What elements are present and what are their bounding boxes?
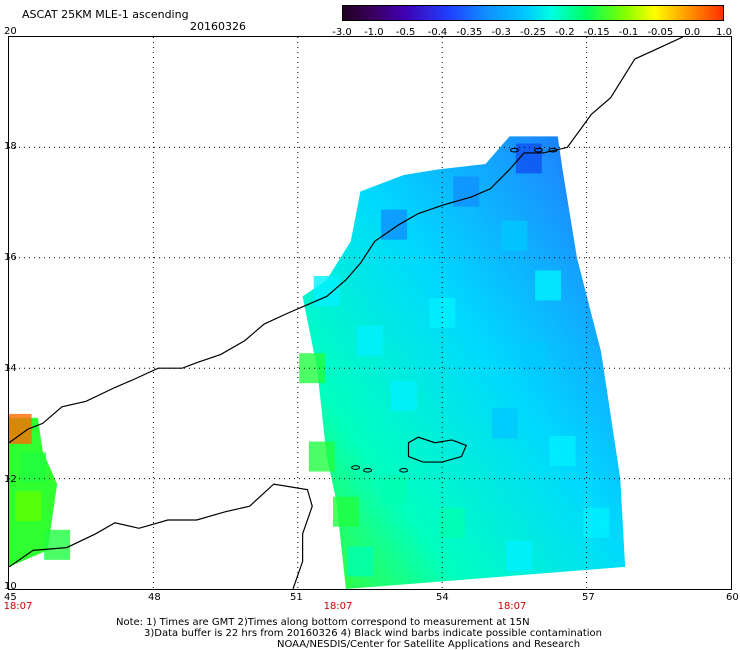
colorbar-label: 0.0: [684, 27, 701, 38]
data-cell: [491, 408, 518, 439]
colorbar-label: -0.3: [491, 27, 511, 38]
colorbar-label: -0.15: [583, 27, 610, 38]
data-cell: [15, 491, 42, 522]
time-label-2: 18:07: [323, 601, 353, 612]
colorbar-label: -0.2: [555, 27, 575, 38]
map-plot[interactable]: [8, 36, 732, 590]
colorbar-label: -0.25: [520, 27, 546, 38]
data-cell: [308, 441, 335, 472]
map-canvas: [9, 37, 731, 589]
y-tick-label: 20: [4, 26, 17, 37]
socotra-island: [407, 436, 468, 463]
note-line-1: Note: 1) Times are GMT 2)Times along bot…: [116, 617, 530, 628]
data-cell: [583, 507, 610, 538]
x-tick-label: 54: [436, 592, 449, 603]
note-line-2: 3)Data buffer is 22 hrs from 20160326 4)…: [144, 628, 602, 639]
x-tick-label: 48: [148, 592, 161, 603]
colorbar-label: -0.5: [395, 27, 416, 38]
data-cell: [549, 436, 576, 466]
colorbar-label: 1.0: [716, 27, 732, 38]
data-cell: [299, 353, 326, 384]
data-cell: [20, 452, 47, 483]
data-cell: [381, 209, 408, 240]
islet: [509, 147, 519, 153]
colorbar-label: -0.1: [618, 27, 639, 38]
y-tick-label: 12: [4, 474, 17, 485]
data-cell: [313, 275, 340, 306]
data-cell: [520, 342, 547, 373]
islet: [399, 468, 409, 473]
time-label-3: 18:07: [497, 601, 527, 612]
islet: [548, 147, 558, 153]
x-tick-label: 51: [290, 592, 303, 603]
colorbar-label: -0.4: [427, 27, 448, 38]
colorbar: [342, 5, 724, 21]
time-label-1: 18:07: [3, 601, 33, 612]
y-tick-label: 10: [4, 581, 17, 592]
data-cell: [501, 220, 528, 251]
arabian-coastline: [9, 37, 684, 444]
data-cell: [332, 496, 359, 527]
y-tick-label: 18: [4, 141, 17, 152]
islet: [363, 468, 373, 473]
x-tick-label: 60: [726, 592, 739, 603]
colorbar-label: -3.0: [332, 27, 352, 38]
title: ASCAT 25KM MLE-1 ascending: [22, 8, 189, 21]
islet: [351, 465, 361, 470]
data-cell: [453, 176, 480, 207]
islet: [533, 147, 543, 153]
data-cell: [506, 540, 533, 571]
data-cell: [347, 546, 374, 577]
data-cell: [357, 325, 383, 356]
y-tick-label: 16: [4, 252, 17, 263]
note-line-3: NOAA/NESDIS/Center for Satellite Applica…: [277, 639, 581, 650]
date-label: 20160326: [190, 20, 246, 33]
y-tick-label: 14: [4, 363, 17, 374]
colorbar-label: -1.0: [364, 27, 384, 38]
data-cell: [381, 474, 408, 505]
data-cell: [390, 380, 417, 411]
data-cell: [9, 413, 32, 444]
colorbar-label: -0.35: [456, 27, 483, 38]
data-cell: [438, 507, 465, 538]
x-tick-label: 45: [4, 592, 17, 603]
x-tick-label: 57: [582, 592, 595, 603]
somali-coastline: [9, 483, 313, 589]
data-cell: [535, 270, 562, 301]
data-cell: [44, 529, 71, 560]
colorbar-label: -0.05: [647, 27, 674, 38]
